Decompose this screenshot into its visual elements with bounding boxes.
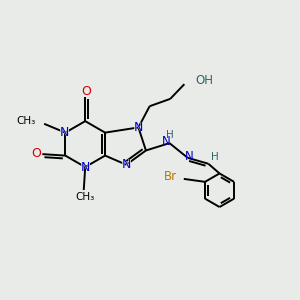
Text: N: N: [134, 121, 143, 134]
Text: O: O: [31, 147, 41, 160]
Text: CH₃: CH₃: [16, 116, 35, 126]
Text: N: N: [80, 160, 90, 174]
Text: OH: OH: [196, 74, 214, 87]
Text: H: H: [166, 130, 174, 140]
Text: CH₃: CH₃: [76, 191, 95, 202]
Text: N: N: [122, 158, 131, 171]
Text: N: N: [162, 135, 170, 148]
Text: O: O: [81, 85, 91, 98]
Text: H: H: [211, 152, 219, 162]
Text: N: N: [121, 158, 132, 171]
Text: N: N: [80, 160, 91, 174]
Text: N: N: [60, 126, 69, 139]
Text: N: N: [59, 126, 70, 139]
Text: N: N: [185, 150, 194, 163]
Text: Br: Br: [164, 170, 177, 183]
Text: N: N: [133, 121, 144, 134]
